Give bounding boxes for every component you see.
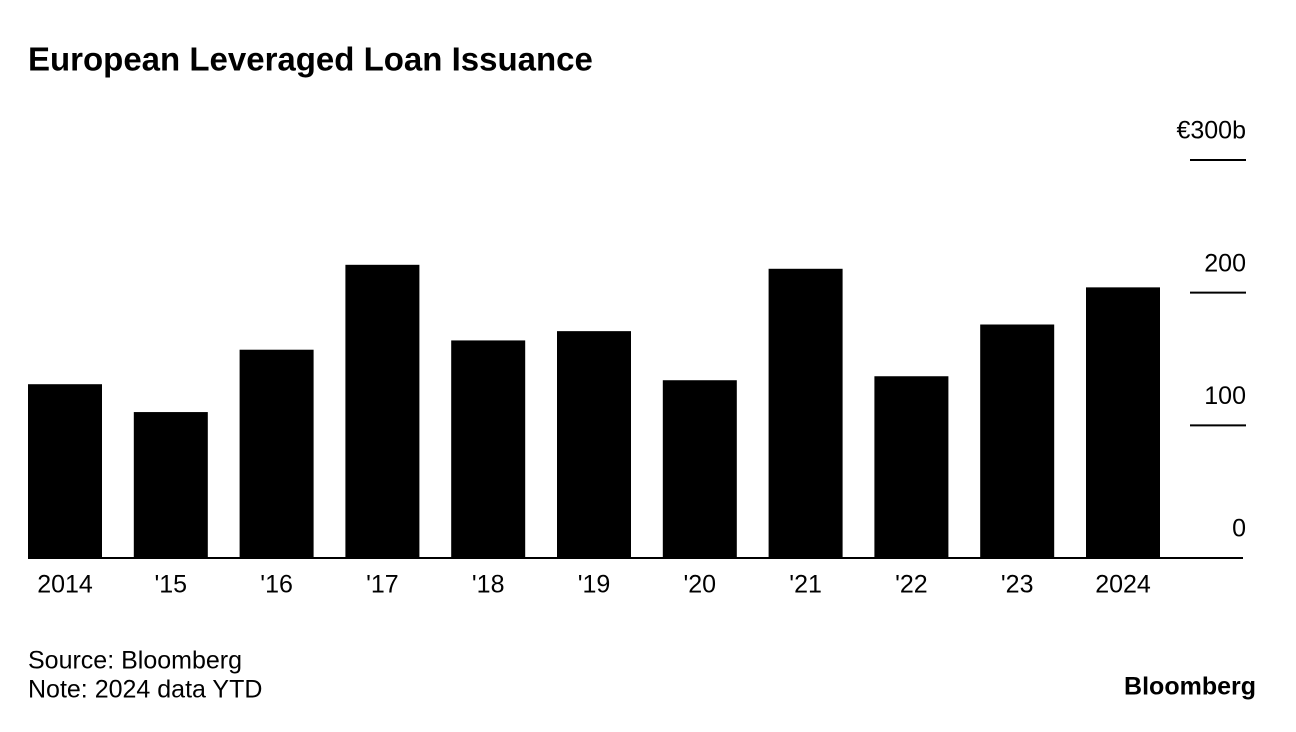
bar — [345, 264, 420, 558]
x-tick-label: '23 — [1001, 571, 1034, 599]
x-tick-label: 2014 — [37, 571, 93, 599]
x-tick-label: '19 — [578, 571, 611, 599]
bar — [133, 412, 208, 558]
bar — [874, 376, 949, 558]
source: Source: Bloomberg — [28, 647, 242, 675]
x-tick-label: '16 — [260, 571, 293, 599]
note: Note: 2024 data YTD — [28, 676, 262, 704]
bar — [1086, 287, 1160, 558]
y-tick-label: 100 — [1204, 382, 1246, 410]
x-tick-label: '22 — [895, 571, 928, 599]
x-tick-label: '20 — [684, 571, 717, 599]
y-tick-label: 0 — [1232, 515, 1246, 543]
x-tick-label: '17 — [366, 571, 399, 599]
chart-title: European Leveraged Loan Issuance — [28, 41, 593, 78]
bar — [662, 380, 737, 558]
y-tick-label: €300b — [1176, 117, 1246, 145]
y-tick-label: 200 — [1204, 249, 1246, 277]
logo: Bloomberg — [1124, 673, 1256, 701]
x-tick-label: '15 — [155, 571, 188, 599]
bar — [980, 324, 1055, 558]
x-tick-label: '18 — [472, 571, 505, 599]
bar — [28, 384, 102, 558]
x-tick-label: 2024 — [1095, 571, 1151, 599]
x-tick-label: '21 — [789, 571, 822, 599]
bar — [768, 268, 843, 558]
bar — [557, 331, 631, 558]
bar — [451, 340, 526, 558]
bar — [239, 349, 314, 558]
